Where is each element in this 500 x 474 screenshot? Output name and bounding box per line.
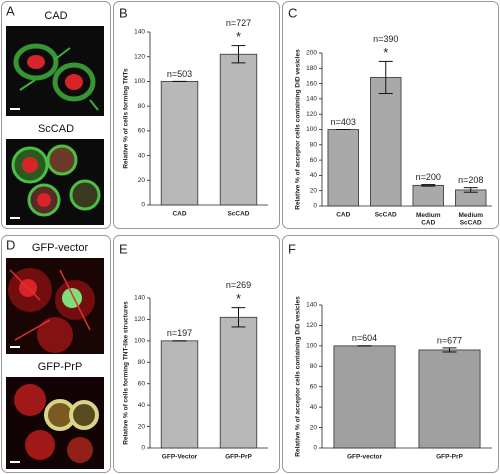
panel-frame <box>282 1 499 229</box>
value-label: n=604 <box>352 333 377 343</box>
y-tick-label: 100 <box>134 78 145 85</box>
x-tick-label: GFP-Vector <box>162 454 198 461</box>
y-tick-label: 0 <box>313 445 317 452</box>
y-tick-label: 20 <box>138 423 146 430</box>
error-bar <box>378 60 393 95</box>
y-tick-label: 100 <box>134 338 145 345</box>
image-label: CAD <box>44 10 67 22</box>
bar <box>160 340 199 449</box>
bar <box>370 77 402 207</box>
error-bar <box>442 347 457 353</box>
y-tick-label: 100 <box>306 126 317 133</box>
y-axis-label: Relative % of acceptor cells containing … <box>295 49 302 210</box>
y-tick-label: 180 <box>306 65 317 72</box>
panel-letter: C <box>288 5 297 20</box>
y-tick-label: 120 <box>306 322 317 329</box>
x-tick-label: Medium ScCAD <box>458 212 483 226</box>
y-tick-label: 100 <box>306 343 317 350</box>
bar <box>160 81 199 206</box>
y-tick-label: 20 <box>138 177 146 184</box>
panel-letter: F <box>288 241 296 256</box>
bar <box>412 184 444 207</box>
value-label: n=269 <box>226 280 251 290</box>
significance-mark: * <box>236 291 241 306</box>
y-tick-label: 140 <box>306 302 317 309</box>
micrograph <box>6 377 104 469</box>
y-tick-label: 60 <box>310 157 318 164</box>
panel-letter: B <box>119 5 128 20</box>
x-tick-label: Medium CAD <box>416 212 441 226</box>
panel-letter: D <box>6 237 15 252</box>
x-tick-label: GFP-vector <box>347 454 383 461</box>
y-tick-label: 40 <box>138 402 146 409</box>
value-label: n=677 <box>437 335 462 345</box>
y-tick-label: 120 <box>134 316 145 323</box>
image-label: GFP-vector <box>32 242 89 254</box>
image-label: ScCAD <box>38 123 74 135</box>
y-axis-label: Relative % of acceptor cells containing … <box>295 296 302 457</box>
value-label: n=503 <box>167 69 192 79</box>
y-tick-label: 0 <box>141 445 145 452</box>
y-tick-label: 40 <box>310 172 318 179</box>
x-tick-label: CAD <box>336 212 350 219</box>
value-label: n=208 <box>458 175 483 185</box>
y-tick-label: 40 <box>310 404 318 411</box>
y-tick-label: 0 <box>313 203 317 210</box>
image-label: GFP-PrP <box>38 361 83 373</box>
value-label: n=403 <box>331 117 356 127</box>
y-tick-label: 20 <box>310 424 318 431</box>
y-tick-label: 20 <box>310 187 318 194</box>
bar <box>418 349 481 449</box>
error-bar <box>463 187 478 193</box>
bar <box>333 345 396 449</box>
error-bar <box>421 184 436 187</box>
y-tick-label: 140 <box>306 96 317 103</box>
y-tick-label: 60 <box>310 383 318 390</box>
value-label: n=197 <box>167 328 192 338</box>
value-label: n=727 <box>226 18 251 28</box>
micrograph <box>6 26 104 116</box>
panel-frame <box>113 1 280 229</box>
y-tick-label: 60 <box>138 128 146 135</box>
y-tick-label: 0 <box>141 202 145 209</box>
micrograph <box>6 258 104 354</box>
y-tick-label: 80 <box>310 363 318 370</box>
y-tick-label: 160 <box>306 80 317 87</box>
panel-frame <box>282 235 499 473</box>
x-tick-label: ScCAD <box>375 212 397 219</box>
y-axis-label: Relative % of cells forming TNTs <box>123 68 130 169</box>
x-tick-label: GFP-PrP <box>225 454 252 461</box>
y-tick-label: 60 <box>138 380 146 387</box>
y-tick-label: 200 <box>306 50 317 57</box>
y-tick-label: 80 <box>138 359 146 366</box>
error-bar <box>231 307 246 328</box>
value-label: n=390 <box>373 34 398 44</box>
x-tick-label: CAD <box>172 211 186 218</box>
error-bar <box>231 45 246 64</box>
significance-mark: * <box>383 45 388 60</box>
y-tick-label: 40 <box>138 152 146 159</box>
panel-letter: E <box>119 241 128 256</box>
y-tick-label: 140 <box>134 295 145 302</box>
micrograph <box>6 139 104 225</box>
panel-letter: A <box>6 3 15 18</box>
y-tick-label: 80 <box>310 142 318 149</box>
y-axis-label: Relative % of cells forming TNT-like str… <box>123 301 130 445</box>
bar <box>219 53 258 206</box>
panel-frame <box>113 235 280 473</box>
bar <box>327 129 359 207</box>
y-tick-label: 80 <box>138 103 146 110</box>
y-tick-label: 120 <box>134 53 145 60</box>
panel-frame <box>1 235 111 473</box>
x-tick-label: ScCAD <box>227 211 249 218</box>
significance-mark: * <box>236 29 241 44</box>
y-tick-label: 120 <box>306 111 317 118</box>
panel-frame <box>1 1 111 229</box>
bar <box>219 316 258 449</box>
y-tick-label: 140 <box>134 29 145 36</box>
value-label: n=200 <box>416 172 441 182</box>
x-tick-label: GFP-PrP <box>436 454 463 461</box>
